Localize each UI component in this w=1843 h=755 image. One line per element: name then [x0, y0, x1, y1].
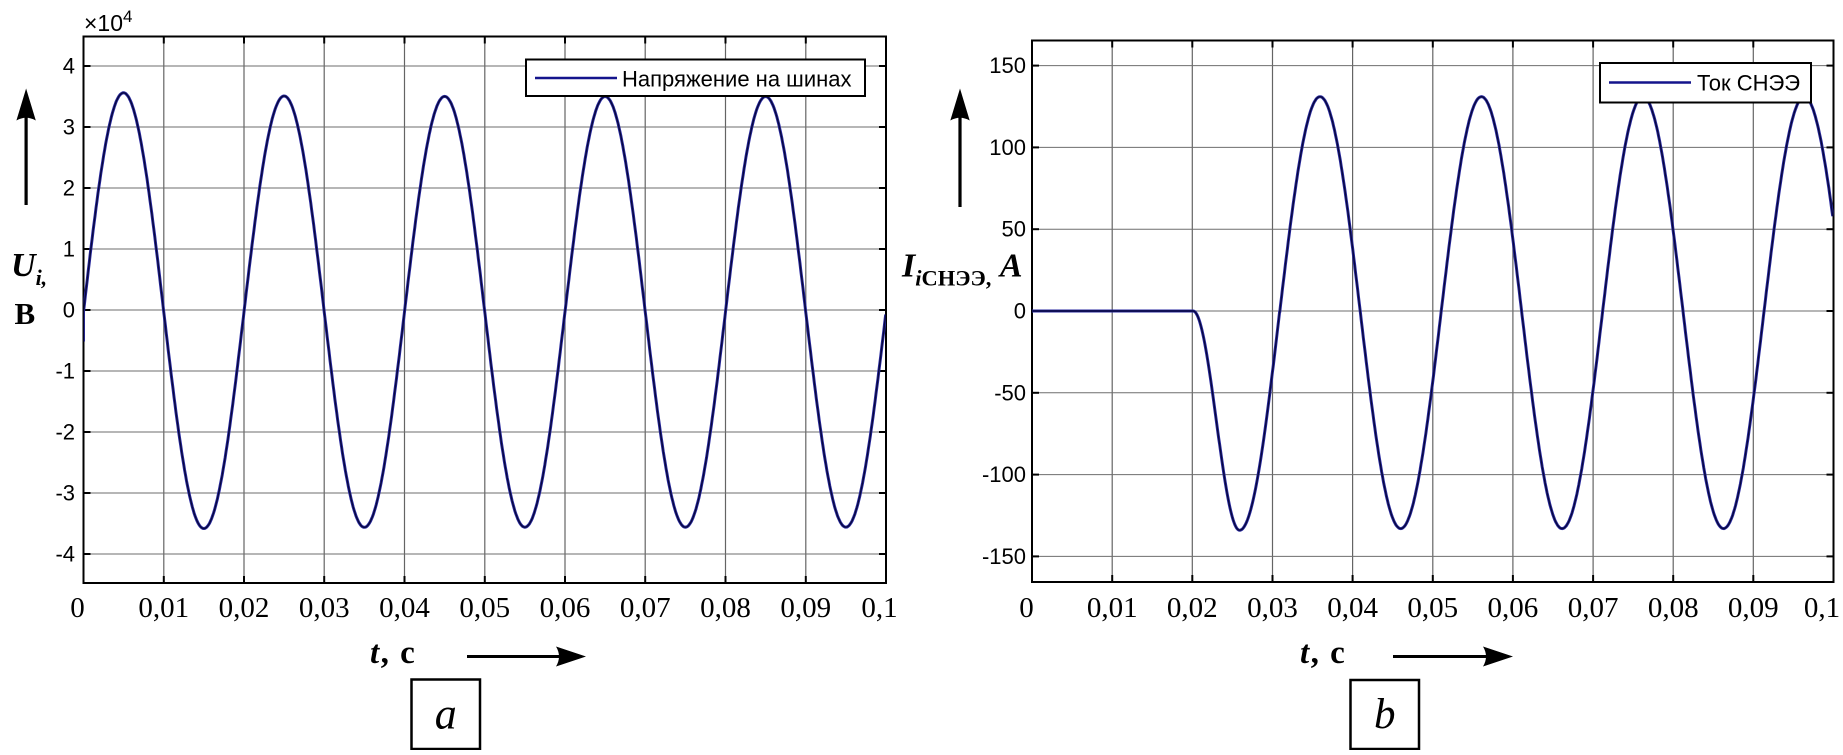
svg-text:0,06: 0,06	[1488, 592, 1539, 624]
svg-text:0,06: 0,06	[540, 592, 591, 624]
svg-text:0,02: 0,02	[1167, 592, 1218, 624]
svg-text:0,03: 0,03	[1247, 592, 1298, 624]
svg-text:1: 1	[63, 237, 75, 262]
svg-text:a: a	[435, 690, 457, 739]
svg-text:0,09: 0,09	[1728, 592, 1779, 624]
svg-text:IiСНЭЭ, А: IiСНЭЭ, А	[901, 248, 1023, 291]
svg-text:0,01: 0,01	[1087, 592, 1138, 624]
svg-text:2: 2	[63, 176, 75, 201]
svg-text:0,04: 0,04	[379, 592, 430, 624]
svg-text:-3: -3	[55, 481, 75, 506]
svg-text:0: 0	[1014, 299, 1026, 324]
svg-text:Ток СНЭЭ: Ток СНЭЭ	[1697, 71, 1800, 96]
svg-text:0,03: 0,03	[299, 592, 350, 624]
svg-text:0,02: 0,02	[219, 592, 270, 624]
svg-text:-4: -4	[55, 542, 75, 567]
svg-text:150: 150	[989, 53, 1026, 78]
svg-text:0,08: 0,08	[1648, 592, 1699, 624]
svg-text:0,07: 0,07	[1568, 592, 1619, 624]
svg-text:0,09: 0,09	[780, 592, 831, 624]
svg-text:0: 0	[63, 298, 75, 323]
svg-text:-150: -150	[982, 544, 1026, 569]
svg-text:0,01: 0,01	[138, 592, 189, 624]
svg-text:0,08: 0,08	[700, 592, 751, 624]
svg-text:Напряжение на шинах: Напряжение на шинах	[622, 67, 852, 92]
svg-text:0: 0	[1019, 592, 1034, 624]
svg-text:×104: ×104	[84, 7, 132, 36]
svg-text:-50: -50	[994, 380, 1026, 405]
svg-text:50: 50	[1002, 217, 1026, 242]
svg-text:0,05: 0,05	[459, 592, 510, 624]
svg-text:t, с: t, с	[1300, 635, 1346, 671]
svg-text:-100: -100	[982, 462, 1026, 487]
svg-text:0,07: 0,07	[620, 592, 671, 624]
svg-text:3: 3	[63, 115, 75, 140]
svg-text:0,04: 0,04	[1327, 592, 1378, 624]
svg-text:-1: -1	[55, 359, 75, 384]
svg-text:В: В	[15, 296, 36, 331]
svg-text:100: 100	[989, 135, 1026, 160]
svg-text:0,05: 0,05	[1407, 592, 1458, 624]
svg-text:0,1: 0,1	[1804, 592, 1840, 624]
svg-text:4: 4	[63, 54, 75, 79]
svg-text:0: 0	[70, 592, 85, 624]
svg-text:0,1: 0,1	[861, 592, 897, 624]
svg-text:-2: -2	[55, 420, 75, 445]
svg-text:t, с: t, с	[370, 635, 416, 671]
svg-text:b: b	[1374, 691, 1396, 738]
